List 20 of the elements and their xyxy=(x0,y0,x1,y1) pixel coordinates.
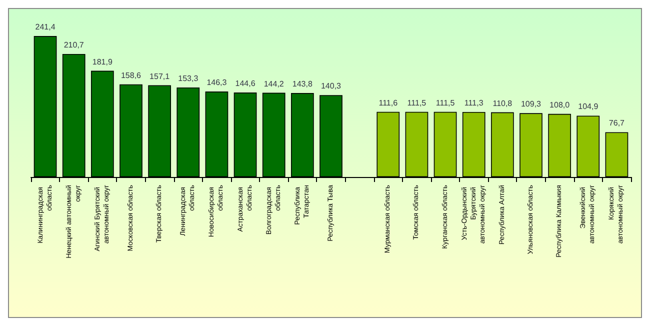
data-label: 109,3 xyxy=(520,100,542,109)
data-label: 76,7 xyxy=(608,118,626,128)
data-label: 110,8 xyxy=(492,98,513,108)
data-label: 108,0 xyxy=(550,100,570,110)
data-label: 181,9 xyxy=(92,57,113,66)
data-label: 144,6 xyxy=(235,79,256,88)
data-label: 111,6 xyxy=(378,98,398,108)
data-label: 143,8 xyxy=(292,80,313,89)
data-label: 146,3 xyxy=(206,78,228,88)
data-label: 158,6 xyxy=(120,70,142,80)
data-label: 111,5 xyxy=(407,98,427,108)
data-label: 210,7 xyxy=(64,40,84,50)
data-label: 140,3 xyxy=(320,82,342,91)
data-label: 144,2 xyxy=(264,79,284,88)
data-label: 104,9 xyxy=(578,102,599,112)
data-label: 153,3 xyxy=(178,74,199,83)
data-label: 157,1 xyxy=(150,72,170,81)
data-label: 111,3 xyxy=(464,98,484,108)
data-label: 111,5 xyxy=(436,98,456,108)
data-label: 241,4 xyxy=(35,22,56,32)
